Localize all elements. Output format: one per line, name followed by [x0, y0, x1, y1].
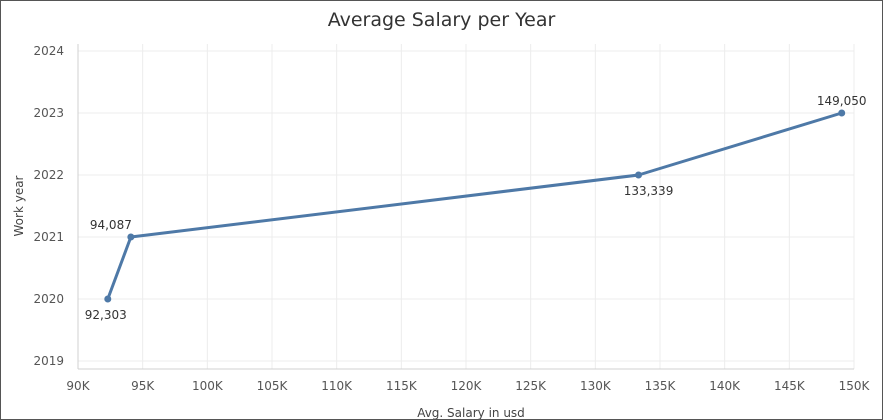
x-tick-label: 140K [709, 379, 741, 393]
y-axis-title: Work year [12, 175, 26, 236]
data-point [838, 109, 846, 117]
x-tick-label: 130K [580, 379, 612, 393]
x-tick-label: 110K [321, 379, 353, 393]
y-tick-label: 2021 [33, 230, 64, 244]
y-tick-label: 2024 [33, 44, 64, 58]
series-line [106, 111, 844, 301]
data-label: 149,050 [817, 94, 867, 108]
x-tick-label: 125K [515, 379, 547, 393]
x-tick-label: 105K [257, 379, 289, 393]
y-tick-label: 2022 [33, 168, 64, 182]
x-tick-label: 115K [386, 379, 418, 393]
chart-title: Average Salary per Year [327, 9, 556, 31]
data-label: 92,303 [85, 308, 127, 322]
x-tick-label: 95K [131, 379, 155, 393]
x-axis-title: Avg. Salary in usd [417, 406, 525, 419]
data-label: 94,087 [90, 218, 132, 232]
data-label: 133,339 [624, 184, 674, 198]
data-point [104, 295, 112, 303]
data-point [127, 233, 135, 241]
x-tick-label: 150K [839, 379, 871, 393]
y-tick-label: 2019 [33, 354, 64, 368]
x-tick-label: 145K [774, 379, 806, 393]
y-tick-label: 2020 [33, 292, 64, 306]
x-tick-label: 100K [192, 379, 224, 393]
x-tick-label: 90K [66, 379, 90, 393]
x-tick-label: 135K [645, 379, 677, 393]
x-tick-label: 120K [451, 379, 483, 393]
y-tick-label: 2023 [33, 106, 64, 120]
data-point [635, 171, 643, 179]
